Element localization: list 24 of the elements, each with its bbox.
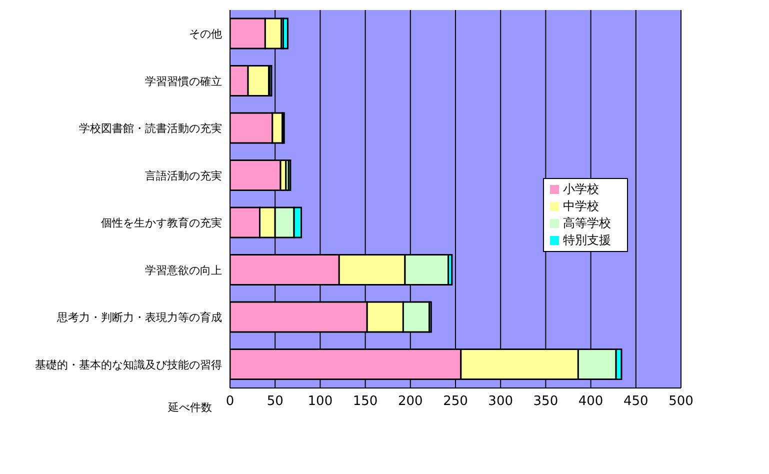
x-tick-label: 250 <box>443 394 468 410</box>
legend-label: 中学校 <box>563 199 599 213</box>
x-tick-label: 50 <box>266 394 284 410</box>
x-tick-label: 200 <box>398 394 423 410</box>
y-tick-label: 個性を生かす教育の充実 <box>101 216 222 230</box>
y-tick-label: 学校図書館・読書活動の充実 <box>79 122 222 136</box>
legend-label: 小学校 <box>563 182 599 196</box>
x-tick-label: 100 <box>308 394 333 410</box>
x-tick-label: 500 <box>668 394 694 410</box>
y-tick-label: 言語活動の充実 <box>145 169 222 182</box>
x-tick-label: 400 <box>578 394 604 410</box>
legend-label: 高等学校 <box>563 216 611 230</box>
x-axis-title: 延べ件数 <box>168 400 212 415</box>
legend-label: 特別支援 <box>563 233 611 247</box>
y-tick-label: 学習習慣の確立 <box>145 74 222 88</box>
x-tick-label: 150 <box>352 394 378 410</box>
y-tick-label: 基礎的・基本的な知識及び技能の習得 <box>35 358 222 372</box>
x-tick-label: 0 <box>226 394 234 410</box>
x-tick-label: 450 <box>623 394 648 410</box>
y-tick-label: 思考力・判断力・表現力等の育成 <box>56 311 222 324</box>
y-tick-label: その他 <box>189 28 222 41</box>
x-tick-label: 350 <box>533 394 558 410</box>
y-tick-label: 学習意欲の向上 <box>145 264 222 277</box>
x-tick-label: 300 <box>488 394 514 410</box>
